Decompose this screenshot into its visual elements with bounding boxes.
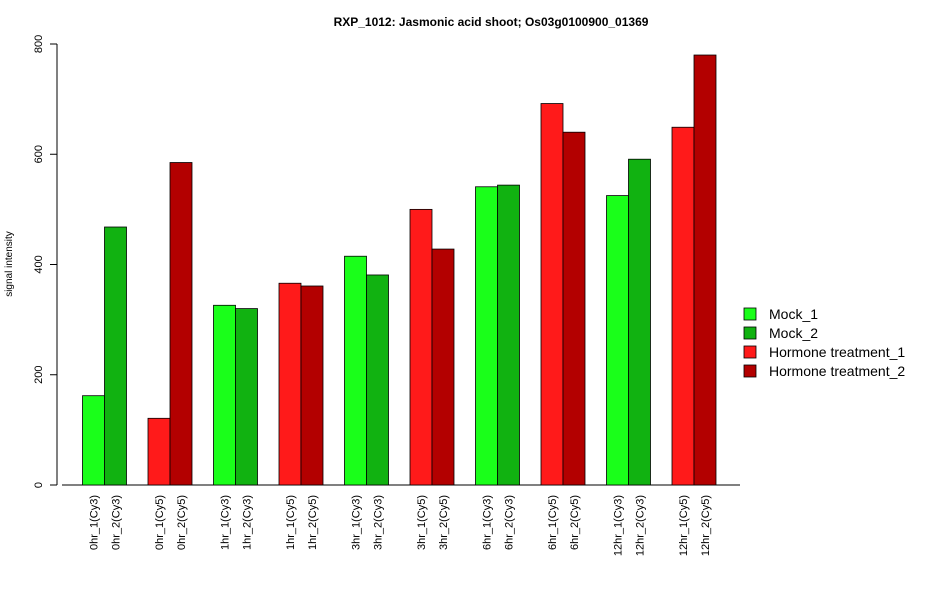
bar xyxy=(235,308,258,486)
x-tick-label: 6hr_2(Cy5) xyxy=(569,495,581,550)
bar xyxy=(82,395,105,486)
bar xyxy=(147,417,171,486)
legend-label: Hormone treatment_1 xyxy=(769,344,905,360)
x-tick-label: 6hr_1(Cy5) xyxy=(547,495,559,550)
bar xyxy=(213,304,236,486)
legend-label: Mock_2 xyxy=(769,325,818,341)
bar xyxy=(300,285,324,486)
y-tick-label: 600 xyxy=(33,145,45,163)
chart-title: RXP_1012: Jasmonic acid shoot; Os03g0100… xyxy=(334,15,649,29)
x-tick-label: 6hr_2(Cy3) xyxy=(504,495,516,550)
y-tick-label: 0 xyxy=(33,482,45,488)
y-tick-label: 400 xyxy=(33,255,45,273)
x-tick-label: 12hr_2(Cy5) xyxy=(700,495,712,556)
bar xyxy=(671,126,695,486)
legend-swatch xyxy=(743,364,757,378)
legend-swatch xyxy=(743,326,757,340)
bar xyxy=(409,208,433,486)
legend-label: Hormone treatment_2 xyxy=(769,363,905,379)
x-tick-label: 0hr_1(Cy3) xyxy=(89,495,101,550)
bar xyxy=(278,282,302,486)
x-tick-label: 0hr_2(Cy3) xyxy=(111,495,123,550)
bar xyxy=(104,226,127,486)
bar xyxy=(366,274,389,486)
y-axis: 0 200 400 600 800 xyxy=(33,35,58,488)
bar xyxy=(497,184,520,486)
legend-label: Mock_1 xyxy=(769,306,818,322)
bar xyxy=(540,103,564,486)
x-tick-label: 12hr_1(Cy3) xyxy=(613,495,625,556)
x-tick-label: 3hr_1(Cy5) xyxy=(416,495,428,550)
bar xyxy=(562,131,586,486)
x-tick-label: 3hr_1(Cy3) xyxy=(351,495,363,550)
bar xyxy=(693,54,717,486)
x-tick-label: 0hr_2(Cy5) xyxy=(176,495,188,550)
x-tick-label: 1hr_1(Cy3) xyxy=(220,495,232,550)
y-axis-title: signal intensity xyxy=(4,231,15,297)
x-tick-label: 6hr_1(Cy3) xyxy=(482,495,494,550)
legend: Mock_1 Mock_2 Hormone treatment_1 Hormone t… xyxy=(743,306,905,379)
x-tick-label: 12hr_1(Cy5) xyxy=(678,495,690,556)
x-tick-label: 0hr_1(Cy5) xyxy=(154,495,166,550)
x-tick-label: 3hr_2(Cy3) xyxy=(373,495,385,550)
bar xyxy=(344,255,367,486)
x-tick-label: 1hr_2(Cy5) xyxy=(307,495,319,550)
bars-group xyxy=(82,54,717,486)
bar xyxy=(606,195,629,486)
x-tick-labels: 0hr_1(Cy3) 0hr_2(Cy3) 0hr_1(Cy5) 0hr_2(Cy5)… xyxy=(89,495,713,556)
bar xyxy=(431,248,455,486)
x-tick-label: 1hr_1(Cy5) xyxy=(285,495,297,550)
bar xyxy=(475,186,498,486)
x-tick-label: 1hr_2(Cy3) xyxy=(242,495,254,550)
bar xyxy=(628,158,651,486)
legend-swatch xyxy=(743,307,757,321)
y-tick-label: 800 xyxy=(33,35,45,53)
legend-swatch xyxy=(743,345,757,359)
y-tick-label: 200 xyxy=(33,366,45,384)
bar xyxy=(169,162,193,486)
x-tick-label: 12hr_2(Cy3) xyxy=(635,495,647,556)
x-tick-label: 3hr_2(Cy5) xyxy=(438,495,450,550)
